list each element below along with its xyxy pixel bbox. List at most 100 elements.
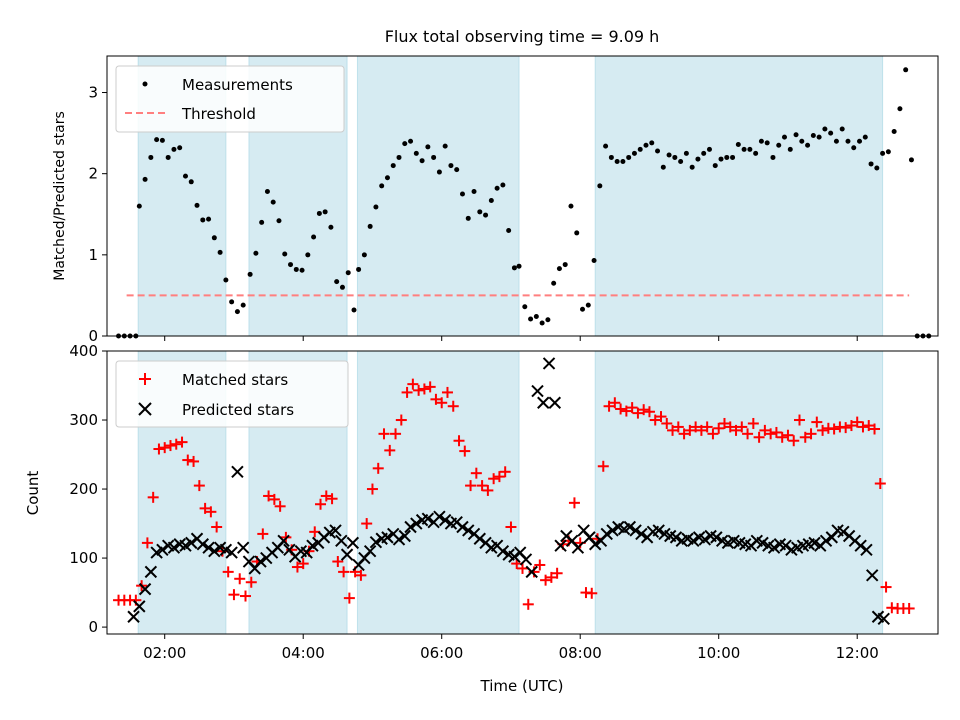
predicted-stars-point <box>231 465 244 478</box>
predicted-stars-point <box>629 524 642 537</box>
measurements-point <box>672 154 678 160</box>
measurements-point <box>787 146 793 152</box>
bottom-y-tick-label: 100 <box>69 549 98 567</box>
matched-stars-point <box>603 400 615 412</box>
measurements-point <box>436 169 442 175</box>
matched-stars-point <box>794 414 805 426</box>
top-y-axis-label: Matched/Predicted stars <box>52 111 68 281</box>
predicted-stars-point <box>531 384 544 398</box>
top-y-tick-label: 1 <box>88 246 98 264</box>
predicted-stars-point <box>710 531 723 544</box>
measurements-point <box>678 159 684 165</box>
predicted-stars-point <box>133 600 146 613</box>
matched-stars-point <box>713 422 725 434</box>
predicted-stars-point <box>156 543 169 556</box>
bottom-x-axis-label: Time (UTC) <box>480 677 564 695</box>
matched-stars-point <box>540 574 552 586</box>
measurements-point <box>631 150 637 156</box>
measurements-point <box>194 202 200 208</box>
bottom-shaded-interval-2 <box>356 350 520 635</box>
measurements-point <box>431 154 437 160</box>
predicted-stars-point <box>346 536 360 550</box>
measurements-point <box>442 143 448 149</box>
measurements-point <box>459 191 465 197</box>
matched-stars-legend-marker <box>139 373 151 385</box>
bottom-x-axis: 02:00 04:00 06:00 08:00 10:00 12:00 <box>143 634 879 662</box>
predicted-stars-point <box>433 510 446 523</box>
measurements-point <box>361 252 367 258</box>
matched-stars-point <box>441 386 453 398</box>
matched-stars-point <box>638 404 650 416</box>
matched-stars-point <box>545 571 557 583</box>
matched-stars-point <box>338 566 350 578</box>
matched-stars-point <box>880 581 892 593</box>
matched-stars-point <box>188 455 200 467</box>
matched-stars-point <box>597 460 609 472</box>
matched-stars-point <box>268 493 280 505</box>
matched-stars-point <box>759 424 771 436</box>
predicted-stars-point <box>877 612 890 626</box>
measurements-point <box>299 267 305 273</box>
measurements-point <box>712 163 718 169</box>
measurements-point <box>217 249 223 255</box>
predicted-stars-point <box>340 548 354 561</box>
matched-stars-point <box>811 416 823 428</box>
matched-stars-point <box>782 429 794 441</box>
measurements-point <box>810 133 816 139</box>
matched-stars-point <box>407 378 419 390</box>
matched-stars-point <box>274 500 286 512</box>
measurements-point <box>477 209 483 215</box>
measurements-point <box>620 159 626 165</box>
measurements-point <box>666 152 672 158</box>
measurements-point <box>781 134 787 140</box>
matched-stars-point <box>372 462 384 474</box>
top-series <box>116 67 932 339</box>
predicted-stars-point <box>600 527 613 541</box>
predicted-stars-point <box>127 610 140 623</box>
measurements-point <box>828 130 834 136</box>
predicted-stars-point <box>410 517 423 530</box>
matched-stars-point <box>240 590 251 602</box>
measurements-point <box>655 148 661 154</box>
measurements-point <box>165 154 171 160</box>
matched-stars-point <box>390 428 402 440</box>
measurements-point <box>390 163 396 169</box>
predicted-stars-point <box>381 531 394 544</box>
matched-stars-point <box>234 573 246 585</box>
bottom-x-tick-label: 08:00 <box>559 644 602 662</box>
matched-stars-point <box>551 567 563 579</box>
measurements-point <box>897 106 903 112</box>
matched-stars-point <box>643 406 655 418</box>
predicted-stars-point <box>652 524 665 537</box>
matched-stars-point <box>690 421 702 433</box>
matched-stars-point <box>320 490 332 502</box>
predicted-stars-point <box>236 541 250 554</box>
predicted-stars-point <box>554 539 567 552</box>
matched-stars-point <box>465 480 477 492</box>
predicted-stars-point <box>254 555 267 568</box>
measurements-point <box>345 270 351 276</box>
matched-stars-point <box>263 490 275 502</box>
predicted-stars-point <box>571 541 585 554</box>
bottom-y-axis: 0 100 200 300 400 <box>69 342 107 636</box>
matched-stars-point <box>366 483 378 495</box>
predicted-stars-point <box>335 534 348 548</box>
measurements-point <box>351 307 357 313</box>
bottom-x-tick-label: 02:00 <box>143 644 186 662</box>
measurements-point <box>182 173 188 179</box>
top-y-tick-label: 3 <box>88 84 98 102</box>
matched-stars-point <box>222 566 234 578</box>
measurements-point <box>305 252 311 258</box>
matched-stars-point <box>430 393 442 405</box>
matched-stars-point <box>724 421 736 433</box>
bottom-shaded-interval-3 <box>594 350 884 635</box>
predicted-stars-point <box>225 546 238 559</box>
predicted-stars-legend-label: Predicted stars <box>182 401 294 419</box>
bottom-x-tick-label: 06:00 <box>420 644 463 662</box>
matched-stars-point <box>736 421 748 433</box>
measurements-point <box>413 150 419 156</box>
measurements-point <box>200 217 206 223</box>
matched-stars-point <box>459 445 471 457</box>
